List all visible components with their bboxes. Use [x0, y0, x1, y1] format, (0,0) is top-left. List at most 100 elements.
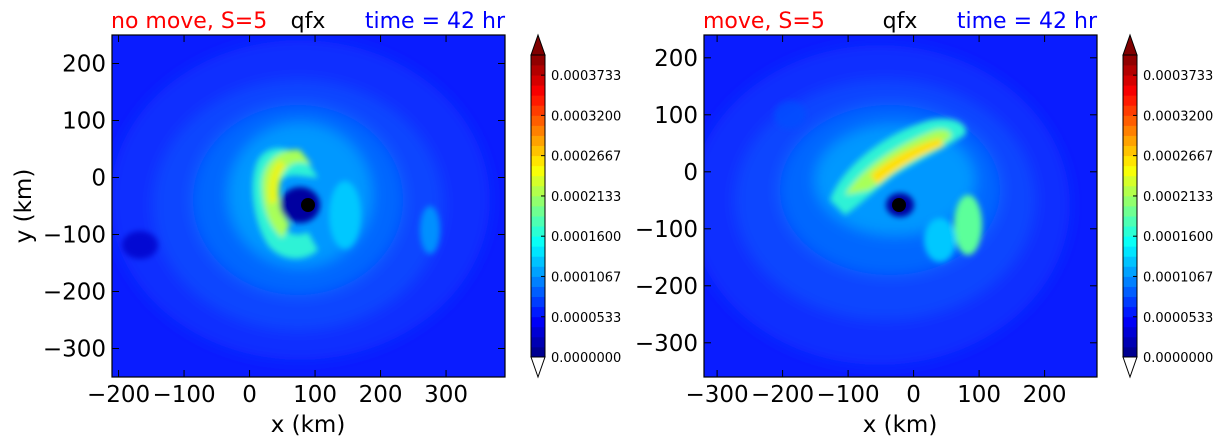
- panel2-colorbar-level: [1123, 316, 1137, 328]
- panel2-colorbar-level: [1123, 296, 1137, 308]
- panel2-colorbar-level: [1123, 216, 1137, 227]
- panel1-colorbar-level: [531, 145, 545, 157]
- panel1-title-center: qfx: [291, 9, 326, 34]
- panel2-colorbar-tick-label: 0.0000533: [1143, 311, 1213, 326]
- panel1-y-tick-label: −300: [43, 337, 106, 363]
- panel1-colorbar-tick-label: 0.0002133: [551, 190, 621, 205]
- panel1-colorbar-level: [531, 115, 545, 126]
- panel-move: move, S=5 qfx time = 42 hr −300−: [635, 9, 1213, 438]
- panel2-colorbar-tick-label: 0.0003733: [1143, 69, 1213, 84]
- panel1-colorbar-extend-min: [530, 356, 546, 379]
- panel1-center-marker: [301, 198, 315, 212]
- panel1-frame: [111, 34, 506, 378]
- panel1-colorbar-level: [531, 65, 545, 76]
- panel1-colorbar-level: [531, 216, 545, 227]
- panel1-colorbar-level: [531, 226, 545, 237]
- panel1-y-tick-label: 200: [62, 52, 106, 78]
- panel1-colorbar-level: [531, 195, 545, 207]
- panel1-colorbar-tick-label: 0.0000000: [551, 351, 621, 366]
- panel1-colorbar-level: [531, 95, 545, 106]
- panel2-y-tick-label: 200: [654, 46, 698, 72]
- panel1-colorbar-level: [531, 165, 545, 177]
- panel1-x-ticks: −200 −100 0 100 200 300: [87, 35, 468, 408]
- panel2-colorbar-level: [1123, 185, 1137, 197]
- panel1-x-tick-label: −100: [152, 382, 215, 408]
- panel1-y-ticks: −300 −200 −100 0 100 200: [43, 52, 505, 363]
- panel1-x-axis-label: x (km): [271, 412, 346, 438]
- panel2-colorbar-tick-label: 0.0001067: [1143, 270, 1213, 285]
- panel2-y-tick-label: 100: [654, 103, 698, 129]
- panel2-y-tick-label: −200: [635, 274, 698, 300]
- panel2-colorbar-level: [1123, 115, 1137, 126]
- panel1-x-tick-label: −200: [87, 382, 150, 408]
- panel2-colorbar-tick-label: 0.0002667: [1143, 150, 1213, 165]
- panel2-colorbar-level: [1123, 246, 1137, 257]
- panel2-colorbar-level: [1123, 276, 1137, 287]
- panel1-colorbar-level: [531, 55, 545, 66]
- panel2-colorbar-level: [1123, 145, 1137, 157]
- panel2-title-left: move, S=5: [703, 9, 825, 34]
- panel1-colorbar-tick-label: 0.0001600: [551, 230, 621, 245]
- panel2-x-axis-label: x (km): [863, 412, 938, 438]
- panel2-colorbar-tick-label: 0.0000000: [1143, 351, 1213, 366]
- panel1-title-left: no move, S=5: [111, 9, 267, 34]
- panel2-colorbar-level: [1123, 286, 1137, 297]
- panel2-colorbar-level: [1123, 55, 1137, 66]
- panel2-colorbar-level: [1123, 105, 1137, 116]
- panel1-colorbar: 0.0000000 0.0000533 0.0001067 0.0001600 0.00…: [530, 33, 621, 379]
- panel1-x-tick-label: 300: [424, 382, 468, 408]
- panel2-y-tick-label: −300: [635, 331, 698, 357]
- panel2-colorbar-level: [1123, 65, 1137, 76]
- panel2-colorbar-level: [1123, 175, 1137, 187]
- panel2-colorbar-level: [1123, 226, 1137, 237]
- panel2-x-ticks: −300 −200 −100 0 100 200: [686, 35, 1067, 408]
- panel1-y-tick-label: 0: [91, 166, 106, 192]
- panel2-colorbar-level: [1123, 346, 1137, 358]
- panel1-title-right: time = 42 hr: [365, 9, 506, 34]
- panel2-colorbar-level: [1123, 266, 1137, 277]
- panel2-x-tick-label: 0: [906, 382, 921, 408]
- panel1-colorbar-level: [531, 266, 545, 277]
- panel1-colorbar-level: [531, 175, 545, 187]
- panel2-colorbar-level: [1123, 326, 1137, 338]
- panel1-y-axis-label: y (km): [11, 169, 37, 244]
- panel2-y-tick-label: −100: [635, 217, 698, 243]
- panel2-colorbar-level: [1123, 206, 1137, 217]
- panel2-x-tick-label: 200: [1023, 382, 1067, 408]
- panel2-title-right: time = 42 hr: [957, 9, 1098, 34]
- panel1-colorbar-frame: [530, 54, 546, 358]
- panel2-x-tick-label: −200: [751, 382, 814, 408]
- panel2-title-center: qfx: [883, 9, 918, 34]
- panel2-colorbar-tick-label: 0.0002133: [1143, 190, 1213, 205]
- panel1-field: [112, 35, 505, 377]
- panel1-colorbar-level: [531, 276, 545, 287]
- panel2-colorbar-level: [1123, 236, 1137, 247]
- panel2-colorbar-frame: [1122, 54, 1138, 358]
- panel1-colorbar-level: [531, 105, 545, 116]
- panel2-colorbar-level: [1123, 125, 1137, 136]
- panel2-colorbar: 0.0000000 0.0000533 0.0001067 0.0001600 0.00…: [1122, 33, 1213, 379]
- panel1-x-tick-label: 0: [242, 382, 257, 408]
- panel2-x-tick-label: −300: [686, 382, 749, 408]
- panel1-colorbar-extend-max: [530, 33, 546, 56]
- panel2-colorbar-level: [1123, 135, 1137, 146]
- panel1-colorbar-level: [531, 336, 545, 348]
- panel1-colorbar-level: [531, 306, 545, 318]
- panel1-colorbar-level: [531, 346, 545, 358]
- panel1-y-tick-label: 100: [62, 109, 106, 135]
- panel2-center-marker: [892, 198, 906, 212]
- panel2-colorbar-level: [1123, 195, 1137, 207]
- panel1-colorbar-level: [531, 326, 545, 338]
- panel1-colorbar-level: [531, 135, 545, 146]
- panel1-colorbar-level: [531, 206, 545, 217]
- panel1-colorbar-level: [531, 246, 545, 257]
- panel2-x-tick-label: −100: [817, 382, 880, 408]
- panel1-colorbar-tick-label: 0.0003733: [551, 69, 621, 84]
- panel1-colorbar-level: [531, 256, 545, 267]
- panel-no-move: no move, S=5 qfx time = 42 hr −2: [11, 9, 621, 438]
- panel2-colorbar-level: [1123, 75, 1137, 86]
- panel2-colorbar-level: [1123, 165, 1137, 177]
- panel1-colorbar-level: [531, 236, 545, 247]
- panel1-colorbar-level: [531, 296, 545, 308]
